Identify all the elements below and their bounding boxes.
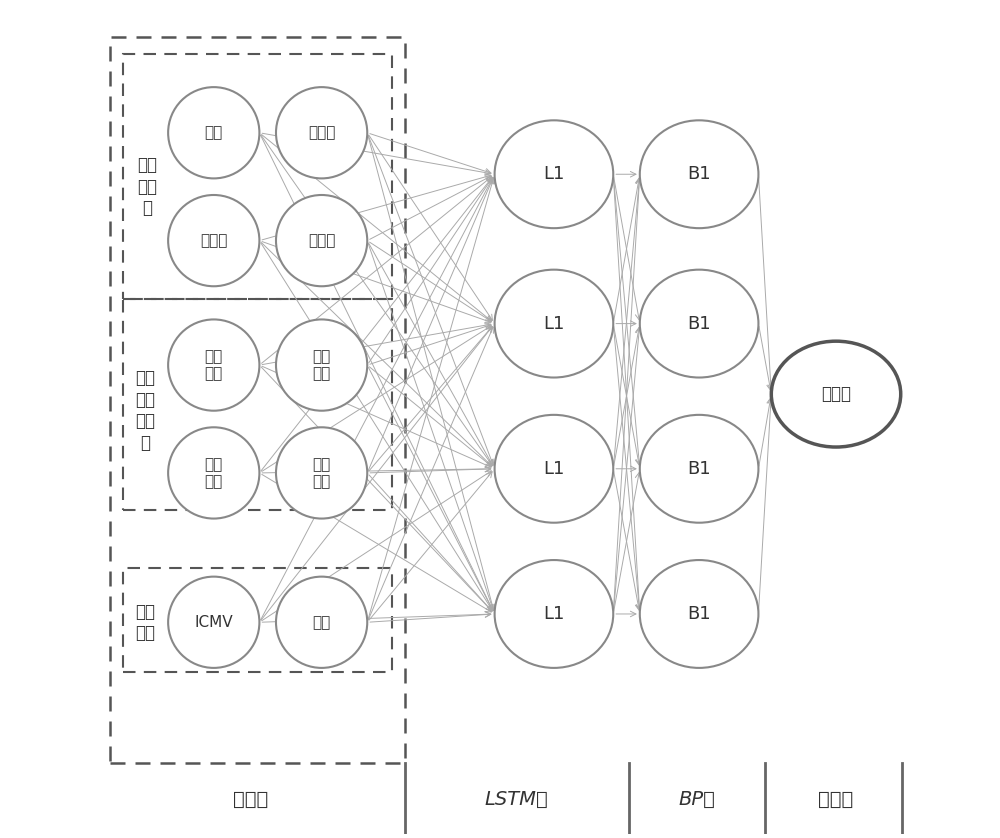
Text: 胶沙比: 胶沙比 <box>308 125 335 140</box>
Circle shape <box>276 195 367 287</box>
Ellipse shape <box>495 415 613 523</box>
Ellipse shape <box>640 560 758 668</box>
Circle shape <box>168 319 259 411</box>
Text: 级配: 级配 <box>205 125 223 140</box>
Ellipse shape <box>640 270 758 377</box>
Text: 行驶
方向: 行驶 方向 <box>205 457 223 489</box>
Circle shape <box>276 319 367 411</box>
Circle shape <box>168 87 259 178</box>
Text: L1: L1 <box>543 165 565 184</box>
Ellipse shape <box>495 121 613 228</box>
Text: B1: B1 <box>687 165 711 184</box>
Text: 输入层: 输入层 <box>233 789 269 809</box>
Text: L1: L1 <box>543 460 565 478</box>
Text: 传感
参数: 传感 参数 <box>135 603 155 642</box>
Circle shape <box>276 87 367 178</box>
Text: LSTM层: LSTM层 <box>485 789 548 809</box>
Text: ICMV: ICMV <box>194 615 233 630</box>
Text: 压实度: 压实度 <box>821 385 851 403</box>
Text: B1: B1 <box>687 314 711 333</box>
Ellipse shape <box>640 415 758 523</box>
Text: L1: L1 <box>543 314 565 333</box>
Text: B1: B1 <box>687 460 711 478</box>
Text: 填筑
体参
数: 填筑 体参 数 <box>137 156 157 217</box>
Text: BP层: BP层 <box>678 789 715 809</box>
Ellipse shape <box>771 341 901 447</box>
Text: 含水率: 含水率 <box>200 233 227 248</box>
Ellipse shape <box>495 560 613 668</box>
Bar <box>123 298 392 510</box>
Text: L1: L1 <box>543 605 565 623</box>
Circle shape <box>168 577 259 668</box>
Text: 温度: 温度 <box>312 615 331 630</box>
Circle shape <box>276 577 367 668</box>
Circle shape <box>168 195 259 287</box>
Text: 压路
机控
制参
数: 压路 机控 制参 数 <box>135 370 155 452</box>
Text: 摩铺
厕度: 摩铺 厕度 <box>205 349 223 381</box>
Ellipse shape <box>640 121 758 228</box>
Ellipse shape <box>495 270 613 377</box>
Text: 行驶
速度: 行驶 速度 <box>312 457 331 489</box>
Text: 输出层: 输出层 <box>818 789 854 809</box>
Bar <box>123 568 392 672</box>
Bar <box>110 38 405 763</box>
Text: B1: B1 <box>687 605 711 623</box>
Text: 振动
频率: 振动 频率 <box>312 349 331 381</box>
Circle shape <box>168 427 259 519</box>
Text: 孔隙率: 孔隙率 <box>308 233 335 248</box>
Circle shape <box>276 427 367 519</box>
Bar <box>123 54 392 298</box>
